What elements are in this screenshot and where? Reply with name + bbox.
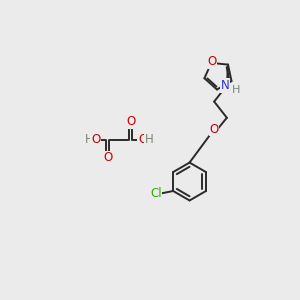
Text: O: O <box>209 123 219 136</box>
Text: O: O <box>103 152 112 164</box>
Text: H: H <box>145 134 154 146</box>
Text: O: O <box>126 116 135 128</box>
Text: O: O <box>138 134 147 146</box>
Text: O: O <box>207 55 216 68</box>
Text: O: O <box>91 134 100 146</box>
Text: H: H <box>231 85 240 95</box>
Text: H: H <box>85 134 93 146</box>
Text: N: N <box>220 79 230 92</box>
Text: Cl: Cl <box>150 187 162 200</box>
